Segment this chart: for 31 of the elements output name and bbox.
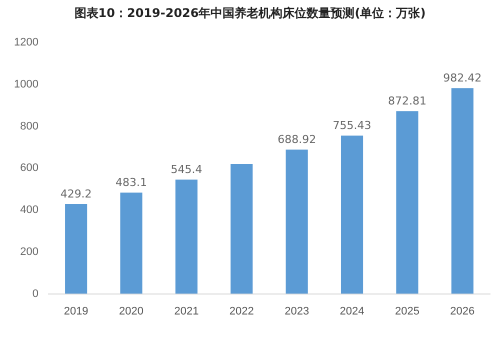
y-tick-label: 200 bbox=[20, 246, 38, 258]
data-label: 545.4 bbox=[170, 162, 202, 176]
x-tick-label: 2023 bbox=[284, 305, 310, 318]
x-tick-label: 2026 bbox=[450, 305, 475, 318]
y-tick-label: 400 bbox=[20, 204, 38, 216]
data-label: 688.92 bbox=[278, 132, 316, 146]
bar bbox=[286, 150, 308, 294]
data-label: 755.43 bbox=[332, 119, 372, 132]
x-tick-label: 2019 bbox=[64, 305, 88, 318]
y-tick-label: 0 bbox=[32, 288, 38, 300]
x-tick-label: 2021 bbox=[174, 305, 199, 318]
bar bbox=[230, 164, 253, 294]
y-tick-label: 800 bbox=[20, 120, 38, 132]
x-tick-label: 2024 bbox=[340, 305, 364, 318]
x-tick-label: 2022 bbox=[229, 305, 254, 318]
bar bbox=[65, 204, 88, 294]
bar bbox=[451, 88, 474, 294]
y-tick-label: 600 bbox=[20, 162, 38, 174]
x-tick-label: 2020 bbox=[119, 305, 144, 318]
data-label: 982.42 bbox=[443, 72, 482, 85]
chart-title: 图表10：2019-2026年中国养老机构床位数量预测(单位：万张) bbox=[73, 5, 427, 22]
x-tick-label: 2025 bbox=[394, 305, 420, 318]
bar bbox=[396, 111, 418, 294]
bar bbox=[340, 136, 364, 294]
data-label: 872.81 bbox=[388, 94, 426, 108]
y-tick-label: 1200 bbox=[14, 36, 38, 49]
bar bbox=[175, 180, 198, 294]
data-label: 429.2 bbox=[60, 187, 92, 200]
bar bbox=[120, 192, 142, 294]
data-label: 483.1 bbox=[116, 176, 148, 190]
y-tick-label: 1000 bbox=[14, 78, 38, 90]
